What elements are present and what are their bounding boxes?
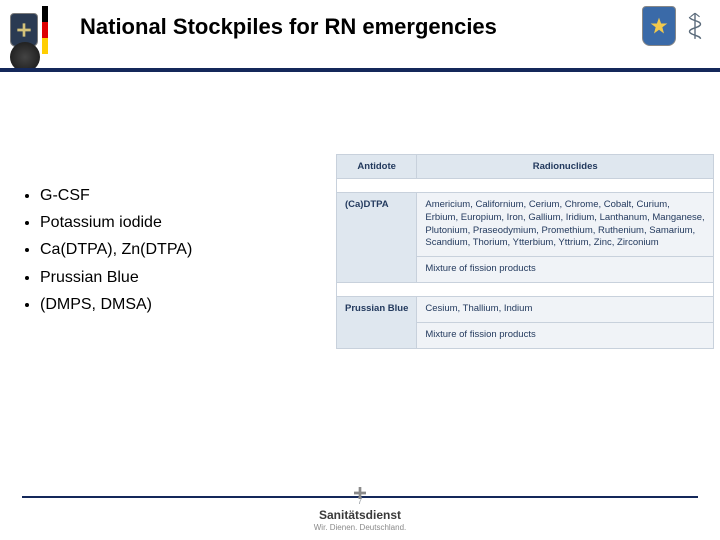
list-item: (DMPS, DMSA) <box>40 291 192 318</box>
header-rule <box>0 68 720 72</box>
radionuclides-cell: Mixture of fission products <box>417 257 714 283</box>
cross-icon <box>16 22 32 38</box>
slide-footer: Sanitätsdienst Wir. Dienen. Deutschland. <box>0 485 720 532</box>
flag-red <box>42 22 48 38</box>
bullet-list: G-CSF Potassium iodide Ca(DTPA), Zn(DTPA… <box>22 182 192 318</box>
slide-header: National Stockpiles for RN emergencies <box>0 0 720 70</box>
list-item: Prussian Blue <box>40 264 192 291</box>
cross-small-icon <box>352 485 368 501</box>
flag-black <box>42 6 48 22</box>
shield-emblem-right <box>642 6 676 46</box>
logo-right-group <box>642 6 710 46</box>
antidote-table: Antidote Radionuclides (Ca)DTPA Americiu… <box>336 154 714 349</box>
list-item: Potassium iodide <box>40 209 192 236</box>
antidote-label: (Ca)DTPA <box>337 193 417 283</box>
radionuclides-cell: Americium, Californium, Cerium, Chrome, … <box>417 193 714 257</box>
table-row: (Ca)DTPA Americium, Californium, Cerium,… <box>337 193 714 257</box>
radionuclides-cell: Cesium, Thallium, Indium <box>417 297 714 323</box>
flag-gold <box>42 38 48 54</box>
radionuclides-cell: Mixture of fission products <box>417 322 714 348</box>
star-icon <box>649 16 669 36</box>
table-gap-row <box>337 283 714 297</box>
caduceus-emblem <box>680 6 710 46</box>
antidote-label: Prussian Blue <box>337 297 417 349</box>
footer-subtitle: Wir. Dienen. Deutschland. <box>0 523 720 532</box>
slide-title: National Stockpiles for RN emergencies <box>80 14 497 40</box>
col-antidote: Antidote <box>337 155 417 179</box>
table-gap-row <box>337 179 714 193</box>
footer-logo-icon <box>352 485 368 501</box>
list-item: G-CSF <box>40 182 192 209</box>
caduceus-icon <box>684 11 706 41</box>
list-item: Ca(DTPA), Zn(DTPA) <box>40 236 192 263</box>
slide-body: G-CSF Potassium iodide Ca(DTPA), Zn(DTPA… <box>0 90 720 480</box>
col-radionuclides: Radionuclides <box>417 155 714 179</box>
table-row: Prussian Blue Cesium, Thallium, Indium <box>337 297 714 323</box>
table-header-row: Antidote Radionuclides <box>337 155 714 179</box>
footer-title: Sanitätsdienst <box>0 508 720 522</box>
flag-stripe <box>42 6 48 54</box>
slide: National Stockpiles for RN emergencies G… <box>0 0 720 540</box>
